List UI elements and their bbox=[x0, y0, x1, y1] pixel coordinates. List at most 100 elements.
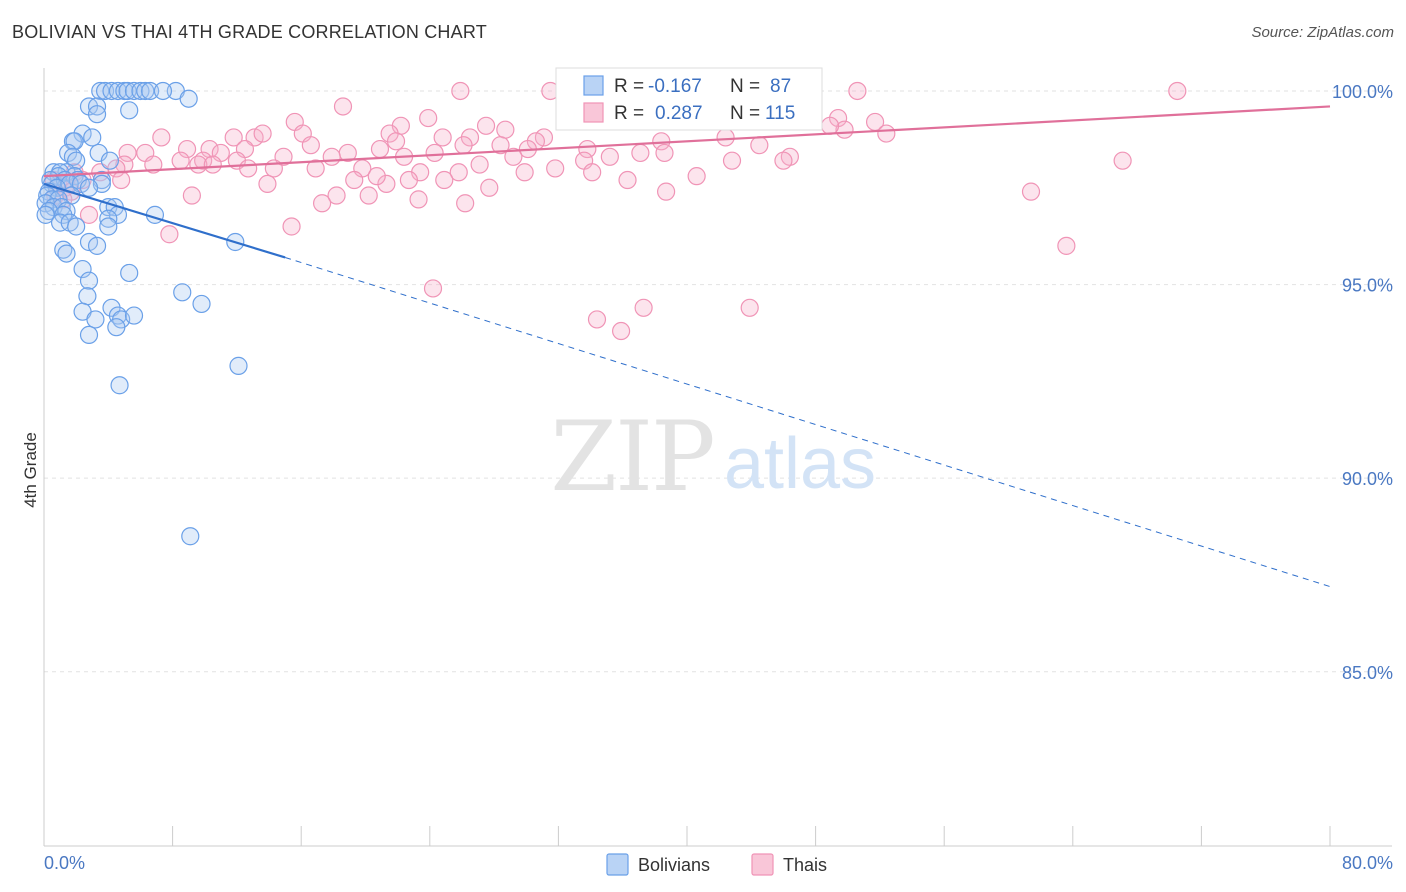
stats-legend: R = -0.167 N = 87 R = 0.287 N = 115 bbox=[555, 67, 823, 131]
thais-point bbox=[177, 139, 197, 159]
series-legend: Bolivians Thais bbox=[606, 853, 827, 876]
y-tick-label: 85.0% bbox=[1342, 663, 1393, 683]
bolivians-point bbox=[67, 151, 86, 170]
thais-point bbox=[435, 170, 454, 190]
thais-point bbox=[1021, 182, 1041, 201]
thais-point bbox=[144, 155, 163, 174]
bolivians-swatch bbox=[583, 75, 604, 96]
thais-point bbox=[618, 170, 637, 190]
legend-thais-label: Thais bbox=[783, 855, 827, 875]
legend-item-bolivians[interactable]: Bolivians bbox=[606, 853, 710, 876]
x-tick-label: 80.0% bbox=[1342, 853, 1393, 873]
x-tick-label: 0.0% bbox=[44, 853, 85, 873]
bolivians-point bbox=[229, 356, 248, 375]
thais-point bbox=[282, 217, 301, 236]
chart-title: BOLIVIAN VS THAI 4TH GRADE CORRELATION C… bbox=[12, 22, 487, 42]
bolivians-point bbox=[179, 89, 198, 108]
thais-point bbox=[470, 155, 489, 174]
bolivians-point bbox=[57, 244, 76, 263]
thais-n-value: 115 bbox=[765, 103, 795, 124]
thais-point bbox=[274, 147, 293, 166]
bolivians-point bbox=[107, 318, 126, 337]
bolivians-point bbox=[124, 306, 144, 325]
bolivians-r-value: -0.167 bbox=[648, 76, 702, 97]
thais-points bbox=[44, 81, 1187, 341]
thais-point bbox=[456, 194, 475, 213]
thais-point bbox=[480, 178, 499, 197]
trend-lines bbox=[43, 105, 1331, 588]
legend-bolivians-label: Bolivians bbox=[638, 855, 710, 875]
bolivians-point bbox=[73, 259, 92, 279]
thais-point bbox=[312, 194, 332, 213]
thais-r-value: 0.287 bbox=[655, 103, 703, 124]
axes bbox=[43, 68, 1392, 847]
thais-point bbox=[345, 170, 364, 190]
thais-point bbox=[687, 167, 706, 186]
thais-trend-line bbox=[43, 105, 1331, 178]
thais-point bbox=[118, 143, 137, 163]
thais-point bbox=[740, 298, 759, 317]
bolivians-n-label: N = bbox=[730, 76, 760, 97]
bolivians-point bbox=[87, 236, 107, 255]
thais-point bbox=[848, 81, 867, 101]
thais-point bbox=[451, 81, 470, 101]
thais-point bbox=[546, 159, 565, 178]
thais-point bbox=[182, 186, 201, 205]
thais-point bbox=[239, 159, 258, 178]
source-note: Source: ZipAtlas.com bbox=[1251, 24, 1394, 41]
bolivians-point bbox=[181, 527, 200, 546]
bolivians-point bbox=[136, 81, 155, 101]
y-axis-title: 4th Grade bbox=[21, 432, 40, 508]
thais-point bbox=[433, 128, 452, 147]
bolivians-point bbox=[110, 376, 129, 395]
thais-point bbox=[496, 120, 515, 139]
legend-item-thais[interactable]: Thais bbox=[751, 853, 827, 876]
thais-point bbox=[370, 139, 390, 159]
bolivians-point bbox=[108, 81, 128, 101]
thais-point bbox=[716, 128, 735, 147]
thais-point bbox=[1168, 81, 1187, 101]
watermark-atlas: atlas bbox=[724, 424, 876, 504]
bolivians-n-value: 87 bbox=[770, 76, 791, 97]
bolivians-point bbox=[173, 283, 192, 302]
thais-point bbox=[386, 132, 406, 151]
y-tick-label: 90.0% bbox=[1342, 469, 1393, 489]
thais-point bbox=[583, 163, 602, 182]
watermark: ZIP atlas bbox=[550, 401, 876, 513]
legend-bolivians-swatch bbox=[606, 853, 629, 876]
bolivians-point bbox=[86, 310, 105, 329]
bolivians-trend-extension bbox=[284, 256, 1331, 588]
bolivians-point bbox=[131, 81, 150, 101]
thais-point bbox=[820, 116, 840, 135]
thais-point bbox=[515, 163, 534, 182]
thais-point bbox=[449, 163, 468, 182]
bolivians-point bbox=[102, 81, 121, 101]
thais-point bbox=[611, 321, 631, 341]
thais-point bbox=[657, 182, 676, 201]
thais-point bbox=[79, 205, 99, 224]
tick-labels: 85.0% 90.0% 95.0% 100.0% 0.0% 80.0% bbox=[44, 82, 1393, 873]
bolivians-point bbox=[120, 101, 139, 120]
bolivians-point bbox=[79, 178, 99, 197]
bolivians-point bbox=[95, 81, 115, 101]
thais-point bbox=[600, 147, 619, 166]
thais-point bbox=[774, 151, 793, 170]
grid-lines bbox=[44, 90, 1392, 673]
thais-point bbox=[306, 159, 325, 178]
thais-point bbox=[152, 128, 171, 147]
bolivians-point bbox=[192, 294, 211, 314]
bolivians-point bbox=[99, 217, 118, 236]
thais-point bbox=[327, 186, 346, 205]
thais-point bbox=[322, 147, 341, 166]
bolivians-point bbox=[120, 263, 139, 283]
thais-point bbox=[224, 128, 243, 147]
y-tick-label: 95.0% bbox=[1342, 276, 1393, 296]
thais-point bbox=[476, 116, 496, 135]
thais-point bbox=[409, 190, 428, 209]
thais-r-label: R = bbox=[614, 103, 644, 124]
thais-n-label: N = bbox=[730, 103, 760, 124]
bolivians-point bbox=[100, 151, 120, 170]
thais-point bbox=[1113, 151, 1132, 170]
thais-point bbox=[877, 124, 896, 143]
thais-point bbox=[631, 143, 650, 163]
